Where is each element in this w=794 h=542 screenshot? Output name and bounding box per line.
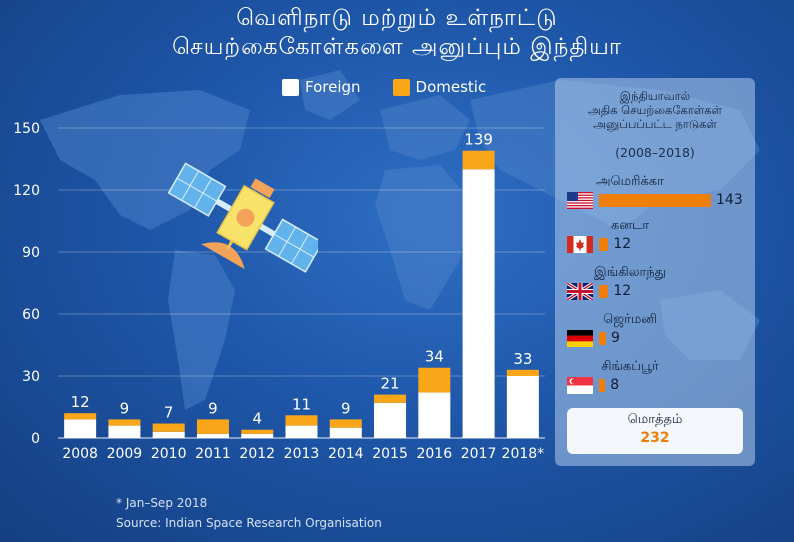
x-tick-label: 2014 [328,446,364,462]
bar-foreign [329,427,362,438]
y-tick-label: 0 [31,431,40,447]
country-name: கனடா [610,218,650,233]
bar-domestic [329,419,362,428]
bar-total-label: 12 [71,393,90,411]
country-row-usa: அமெரிக்கா 143 [555,174,755,214]
bar-domestic [462,150,495,170]
bar-total-label: 33 [513,350,532,368]
country-bar [599,238,609,251]
x-tick-label: 2010 [151,446,187,462]
panel-period: (2008–2018) [615,145,695,160]
country-name: ஜெர்மனி [603,312,657,327]
legend-label-domestic: Domestic [415,78,487,96]
uk-flag-icon [567,283,593,300]
y-tick-label: 90 [22,245,40,261]
germany-flag-icon [567,330,593,347]
y-tick-label: 30 [22,369,40,385]
country-bar [599,194,711,207]
bar-total-label: 9 [208,399,218,417]
panel-title-line2: அதிக செயற்கைகோள்கள் [587,103,723,117]
bar-foreign [108,425,141,438]
country-value: 8 [610,377,620,393]
bar-foreign [506,376,539,438]
bar-total-label: 9 [120,399,130,417]
bar-foreign [285,425,318,438]
country-bar [599,285,609,298]
legend-swatch-foreign [282,78,299,96]
x-tick-label: 2008 [62,446,98,462]
bar-domestic [285,415,318,426]
bar-total-label: 34 [425,348,444,366]
bar-total-label: 4 [252,410,262,428]
singapore-flag-icon [567,377,593,394]
bar-foreign [152,431,185,438]
bar-total-label: 9 [341,399,351,417]
bar-domestic [241,429,274,434]
bar-total-label: 139 [464,131,493,149]
bar-foreign [64,419,97,438]
y-tick-label: 60 [22,307,40,323]
country-name: இங்கிலாந்து [594,265,666,280]
panel-title-line1: இந்தியாவால் [619,89,691,103]
panel-title-line3: அனுப்பப்பட்ட நாடுகள் [593,117,717,131]
bar-domestic [108,419,141,426]
bar-domestic [196,419,229,434]
legend-item-domestic: Domestic [392,78,487,96]
bar-foreign [374,402,407,438]
x-tick-label: 2012 [239,446,275,462]
x-tick-label: 2013 [284,446,320,462]
bar-domestic [152,423,185,432]
country-name: சிங்கப்பூர் [601,359,659,374]
panel-title: இந்தியாவால் அதிக செயற்கைகோள்கள் அனுப்பப்… [555,89,755,131]
bar-total-label: 11 [292,395,311,413]
bar-foreign [241,433,274,438]
bar-foreign [462,169,495,439]
total-value: 232 [640,430,670,446]
country-row-canada: கனடா 12 [555,218,755,258]
country-name: அமெரிக்கா [596,174,664,189]
chart-title-line1: வெளிநாடு மற்றும் உள்நாட்டு [236,5,558,31]
country-row-uk: இங்கிலாந்து 12 [555,265,755,305]
legend-label-foreign: Foreign [305,78,361,96]
x-tick-label: 2011 [195,446,231,462]
footnote: * Jan–Sep 2018 [116,496,208,510]
chart-legend: Foreign Domestic [282,78,518,96]
usa-flag-icon [567,192,593,209]
x-tick-label: 2018* [502,446,545,462]
country-value: 9 [611,330,620,346]
canada-flag-icon [567,236,593,253]
bar-domestic [374,394,407,403]
top-countries-panel: இந்தியாவால் அதிக செயற்கைகோள்கள் அனுப்பப்… [555,78,755,466]
bar-total-label: 7 [164,404,174,422]
bar-foreign [418,392,451,438]
legend-swatch-domestic [392,78,410,96]
y-tick-label: 150 [13,121,40,137]
total-label: மொத்தம் [627,412,683,427]
country-bar [599,379,606,392]
bar-foreign [196,433,229,438]
bar-domestic [64,413,97,420]
satellite-illustration-icon [168,162,318,273]
country-bar [599,332,607,345]
bar-domestic [418,367,451,393]
x-tick-label: 2015 [372,446,408,462]
legend-item-foreign: Foreign [282,78,361,96]
x-tick-label: 2017 [461,446,497,462]
country-value: 143 [716,192,743,208]
country-value: 12 [613,283,632,299]
source-note: Source: Indian Space Research Organisati… [116,516,382,530]
chart-title-line2: செயற்கைகோள்களை அனுப்பும் இந்தியா [172,34,622,60]
total-box: மொத்தம் 232 [567,408,743,454]
x-tick-label: 2016 [416,446,452,462]
bar-total-label: 21 [380,375,399,393]
y-tick-label: 120 [13,183,40,199]
bar-domestic [506,369,539,376]
country-value: 12 [613,236,632,252]
country-row-singapore: சிங்கப்பூர் 8 [555,359,755,399]
x-tick-label: 2009 [107,446,143,462]
country-row-germany: ஜெர்மனி 9 [555,312,755,352]
